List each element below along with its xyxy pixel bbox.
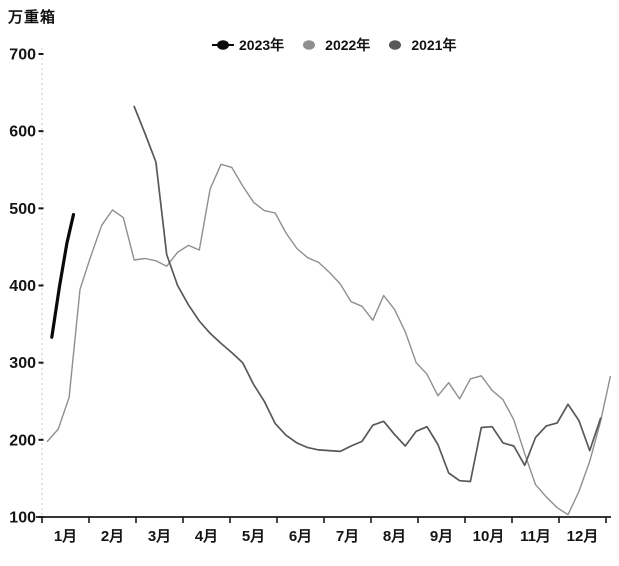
x-tick-label: 7月: [336, 528, 359, 545]
x-tick-label: 4月: [195, 528, 218, 545]
legend-marker-icon: [389, 40, 402, 50]
legend-item-2022: 2022年: [298, 35, 370, 55]
legend-marker-icon: [212, 40, 234, 50]
x-tick-label: 8月: [383, 528, 406, 545]
legend-label: 2022年: [325, 37, 371, 53]
y-axis-unit-label: 万重箱: [8, 9, 57, 26]
x-tick-label: 5月: [242, 528, 265, 545]
x-tick-label: 11月: [520, 528, 551, 545]
x-tick-label: 9月: [430, 528, 453, 545]
y-tick-label: 700: [9, 47, 36, 64]
legend-item-2021: 2021年: [384, 35, 456, 55]
x-tick-label: 1月: [54, 528, 77, 545]
y-tick-label: 600: [9, 124, 36, 141]
legend-item-2023: 2023年: [212, 35, 284, 55]
x-tick-label: 2月: [101, 528, 124, 545]
legend-label: 2023年: [239, 37, 285, 53]
y-tick-label: 100: [9, 510, 36, 527]
series-line-2022: [46, 163, 611, 516]
y-tick-label: 500: [9, 201, 36, 218]
x-tick-label: 10月: [473, 528, 505, 545]
series-line-2021: [133, 105, 602, 483]
y-tick-label: 300: [9, 355, 36, 372]
chart-legend: 2023年 2022年 2021年: [212, 35, 456, 55]
series-line-2023: [50, 212, 76, 339]
y-tick-label: 200: [9, 432, 36, 449]
y-tick-label: 400: [9, 278, 36, 295]
legend-label: 2021年: [411, 37, 457, 53]
x-tick-label: 12月: [567, 528, 599, 545]
x-tick-label: 3月: [148, 528, 171, 545]
x-tick-label: 6月: [289, 528, 312, 545]
legend-marker-icon: [303, 40, 316, 50]
